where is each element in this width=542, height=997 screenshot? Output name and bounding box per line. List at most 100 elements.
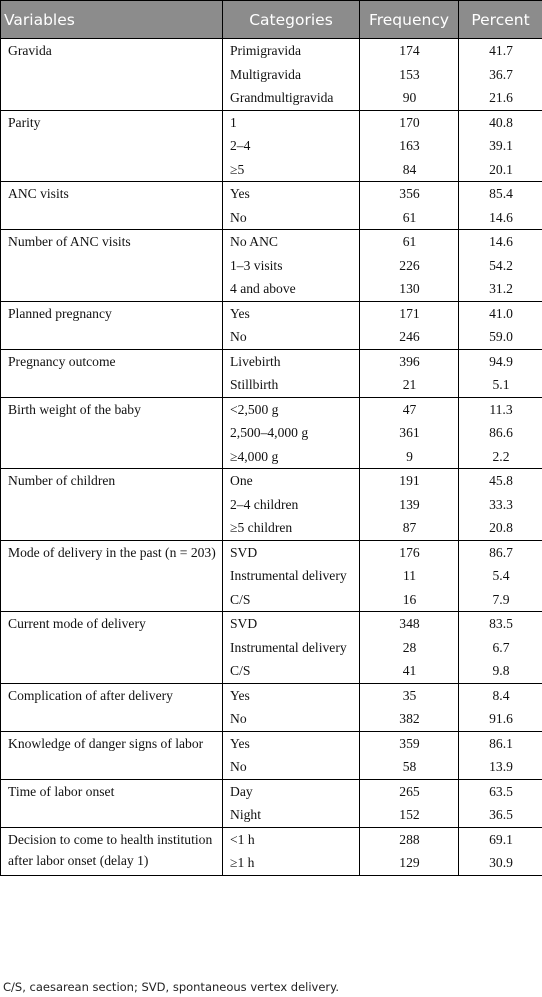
header-percent: Percent: [458, 0, 542, 39]
variable-cell: Mode of delivery in the past (n = 203): [0, 539, 223, 612]
table-row: 2–4 children 139 33.3: [1, 492, 542, 516]
category-cell: No: [222, 325, 360, 350]
percent-cell: 20.1: [458, 157, 542, 182]
percent-cell: 94.9: [458, 348, 542, 373]
frequency-cell: 246: [359, 325, 459, 350]
category-cell: No: [222, 755, 360, 780]
category-cell: 4 and above: [222, 277, 360, 302]
frequency-cell: 9: [359, 444, 459, 469]
table-row: No 58 13.9: [1, 755, 542, 780]
category-cell: Primigravida: [222, 38, 360, 63]
frequency-cell: 176: [359, 539, 459, 564]
table-row: ≥5 84 20.1: [1, 157, 542, 182]
table-row: Instrumental delivery 11 5.4: [1, 564, 542, 588]
percent-cell: 69.1: [458, 826, 542, 851]
table-row: Current mode of delivery SVD 348 83.5: [0, 611, 542, 684]
frequency-cell: 87: [359, 516, 459, 541]
percent-cell: 5.1: [458, 373, 542, 398]
frequency-cell: 170: [359, 109, 459, 134]
category-cell: Day: [222, 778, 360, 803]
frequency-cell: 41: [359, 659, 459, 684]
percent-cell: 7.9: [458, 587, 542, 612]
category-cell: Livebirth: [222, 348, 360, 373]
table-row: ≥4,000 g 9 2.2: [1, 444, 542, 469]
category-cell: 2–4: [222, 134, 360, 158]
frequency-cell: 396: [359, 348, 459, 373]
category-cell: Yes: [222, 300, 360, 325]
percent-cell: 31.2: [458, 277, 542, 302]
table-row: Pregnancy outcome Livebirth 396 94.9: [0, 348, 542, 398]
table-footnote: C/S, caesarean section; SVD, spontaneous…: [3, 980, 339, 994]
frequency-cell: 61: [359, 229, 459, 254]
variable-cell: Time of labor onset: [0, 778, 223, 828]
variable-cell: Knowledge of danger signs of labor: [0, 730, 223, 780]
percent-cell: 85.4: [458, 181, 542, 206]
percent-cell: 36.7: [458, 62, 542, 86]
category-cell: One: [222, 468, 360, 493]
variable-cell: ANC visits: [0, 181, 223, 230]
frequency-cell: 21: [359, 373, 459, 398]
table-row: 2–4 163 39.1: [1, 134, 542, 158]
frequency-cell: 152: [359, 803, 459, 828]
header-row: Variables Categories Frequency Percent: [0, 0, 542, 39]
percent-cell: 36.5: [458, 803, 542, 828]
header-variables: Variables: [0, 0, 223, 39]
table-row: Time of labor onset Day 265 63.5: [0, 778, 542, 828]
category-cell: Instrumental delivery: [222, 635, 360, 659]
frequency-cell: 288: [359, 826, 459, 851]
table-row: Birth weight of the baby <2,500 g 47 11.3: [0, 396, 542, 469]
table-row: Instrumental delivery 28 6.7: [1, 635, 542, 659]
frequency-cell: 28: [359, 635, 459, 659]
percent-cell: 5.4: [458, 564, 542, 588]
table-row: 1–3 visits 226 54.2: [1, 253, 542, 277]
category-cell: Night: [222, 803, 360, 828]
table-row: Parity 1 170 40.8: [0, 109, 542, 182]
frequency-cell: 16: [359, 587, 459, 612]
percent-cell: 20.8: [458, 516, 542, 541]
percent-cell: 11.3: [458, 396, 542, 421]
category-cell: ≥1 h: [222, 851, 360, 876]
table-row: Number of children One 191 45.8: [0, 468, 542, 541]
category-cell: <2,500 g: [222, 396, 360, 421]
percent-cell: 30.9: [458, 851, 542, 876]
category-cell: Yes: [222, 181, 360, 206]
frequency-cell: 348: [359, 611, 459, 636]
header-frequency: Frequency: [359, 0, 459, 39]
variable-cell: Pregnancy outcome: [0, 348, 223, 398]
frequency-cell: 61: [359, 205, 459, 230]
table-row: ≥5 children 87 20.8: [1, 516, 542, 541]
percent-cell: 2.2: [458, 444, 542, 469]
frequency-cell: 191: [359, 468, 459, 493]
frequency-cell: 58: [359, 755, 459, 780]
variable-cell: Complication of after delivery: [0, 682, 223, 732]
percent-cell: 9.8: [458, 659, 542, 684]
percent-cell: 54.2: [458, 253, 542, 277]
table-body: Gravida Primigravida 174 41.7 Multigravida 15…: [0, 38, 542, 876]
category-cell: 2–4 children: [222, 492, 360, 516]
category-cell: 1–3 visits: [222, 253, 360, 277]
category-cell: No: [222, 707, 360, 732]
frequency-cell: 361: [359, 421, 459, 445]
percent-cell: 41.0: [458, 300, 542, 325]
frequency-cell: 47: [359, 396, 459, 421]
table-row: Number of ANC visits No ANC 61 14.6: [0, 229, 542, 302]
frequency-cell: 174: [359, 38, 459, 63]
percent-cell: 33.3: [458, 492, 542, 516]
frequency-cell: 90: [359, 86, 459, 111]
percent-cell: 86.1: [458, 730, 542, 755]
category-cell: No: [222, 205, 360, 230]
frequency-cell: 163: [359, 134, 459, 158]
table-row: Mode of delivery in the past (n = 203) SV…: [0, 539, 542, 612]
category-cell: Instrumental delivery: [222, 564, 360, 588]
table-row: ≥1 h 129 30.9: [1, 851, 542, 876]
category-cell: ≥5 children: [222, 516, 360, 541]
frequency-cell: 226: [359, 253, 459, 277]
table-row: C/S 41 9.8: [1, 659, 542, 684]
percent-cell: 63.5: [458, 778, 542, 803]
percent-cell: 86.7: [458, 539, 542, 564]
frequency-cell: 382: [359, 707, 459, 732]
variable-cell: Birth weight of the baby: [0, 396, 223, 469]
frequency-cell: 359: [359, 730, 459, 755]
variable-cell: Number of ANC visits: [0, 229, 223, 302]
table-row: Gravida Primigravida 174 41.7: [0, 38, 542, 111]
